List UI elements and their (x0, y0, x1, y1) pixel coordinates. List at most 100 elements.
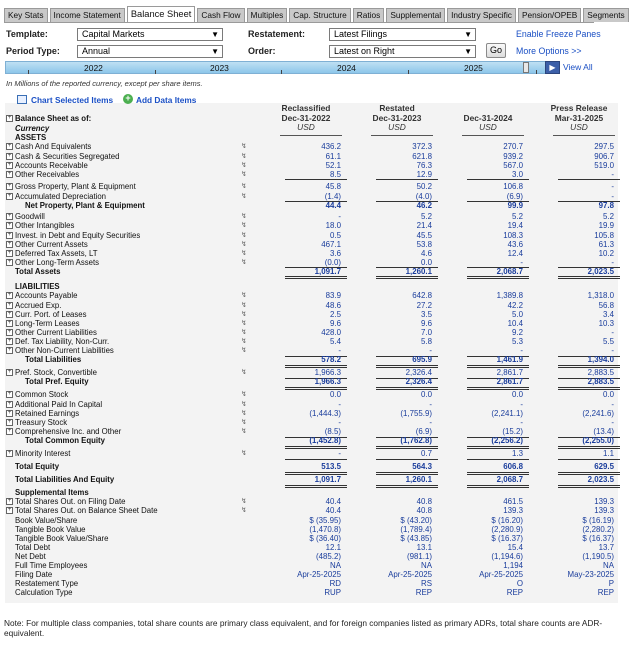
table-row[interactable]: Book Value/Share $ (35.95) $ (43.20) $ (16.… (5, 516, 618, 525)
expand-icon[interactable]: + (6, 418, 13, 426)
table-row[interactable]: + Total Shares Out. on Balance Sheet Date… (5, 506, 618, 515)
table-row[interactable]: + Accounts Receivable ↯ 52.1 76.3 567.0 519.0 (5, 161, 618, 170)
chart-toggle-icon[interactable]: ↯ (241, 213, 247, 220)
expand-icon[interactable]: + (6, 258, 13, 266)
expand-icon[interactable]: + (6, 498, 13, 505)
table-row[interactable]: + Def. Tax Liability, Non-Curr. ↯ 5.4 5.8 5.3… (5, 337, 618, 346)
expand-icon[interactable]: + (6, 249, 13, 257)
tab-pension-opeb[interactable]: Pension/OPEB (517, 8, 582, 22)
chart-toggle-icon[interactable]: ↯ (241, 391, 247, 398)
column-header[interactable]: Reclassified Dec-31-2022 USD (266, 103, 346, 133)
table-row[interactable]: + Other Receivables ↯ 8.5 12.9 3.0 - (5, 170, 618, 179)
expand-icon[interactable]: + (6, 428, 13, 435)
chart-toggle-icon[interactable]: ↯ (241, 258, 247, 266)
expand-icon[interactable]: + (6, 507, 13, 514)
column-header[interactable]: Dec-31-2024 USD (448, 104, 528, 133)
table-row[interactable]: + Comprehensive Inc. and Other ↯ (8.5) (6.9)… (5, 427, 618, 436)
chart-icon[interactable] (17, 95, 27, 104)
table-row[interactable]: + Other Non-Current Liabilities ↯ - - - - (5, 346, 618, 355)
table-row[interactable]: + Other Long-Term Assets ↯ (0.0) 0.0 - - (5, 258, 618, 267)
expand-icon[interactable]: + (6, 152, 13, 160)
table-row[interactable]: + Other Intangibles ↯ 18.0 21.4 19.4 19.9 (5, 221, 618, 230)
expand-icon[interactable]: + (6, 400, 13, 408)
total-row[interactable]: Total Equity 513.5 564.3 606.8 629.5 (5, 462, 618, 471)
table-row[interactable]: + Curr. Port. of Leases ↯ 2.5 3.5 5.0 3.4 (5, 310, 618, 319)
chart-toggle-icon[interactable]: ↯ (241, 192, 247, 200)
timeline-slider[interactable]: 2022 2023 2024 2025 (5, 61, 546, 74)
tab-balance-sheet[interactable]: Balance Sheet (126, 6, 196, 23)
table-row[interactable]: + Deferred Tax Assets, LT ↯ 3.6 4.6 12.4 10.2 (5, 249, 618, 258)
expand-icon[interactable]: + (6, 143, 13, 150)
expand-icon[interactable]: + (6, 192, 13, 200)
chart-toggle-icon[interactable]: ↯ (241, 400, 247, 408)
table-row[interactable]: + Accounts Payable ↯ 83.9 642.8 1,389.8 1,318.… (5, 291, 618, 300)
table-row[interactable]: + Invest. in Debt and Equity Securities ↯ 0… (5, 231, 618, 240)
table-row[interactable]: + Cash & Securities Segregated ↯ 61.1 621.8 9… (5, 152, 618, 161)
chart-toggle-icon[interactable]: ↯ (241, 328, 247, 336)
total-row[interactable]: Total Liabilities And Equity 1,091.7 1,260… (5, 475, 618, 484)
table-row[interactable]: + Additional Paid In Capital ↯ - - - - (5, 400, 618, 409)
total-row[interactable]: Net Property, Plant & Equipment 44.4 46.2 9… (5, 201, 618, 210)
chart-toggle-icon[interactable]: ↯ (241, 337, 247, 345)
tab-segments[interactable]: Segments (583, 8, 629, 22)
table-row[interactable]: Tangible Book Value/Share $ (36.40) $ (43.… (5, 534, 618, 543)
expand-icon[interactable]: + (6, 310, 13, 318)
chart-toggle-icon[interactable]: ↯ (241, 319, 247, 327)
table-row[interactable]: + Gross Property, Plant & Equipment ↯ 45.8 5… (5, 182, 618, 191)
chart-toggle-icon[interactable]: ↯ (241, 143, 247, 150)
table-row[interactable]: Filing Date Apr-25-2025 Apr-25-2025 Apr-25-… (5, 570, 618, 579)
freeze-panes-link[interactable]: Enable Freeze Panes (516, 29, 601, 39)
table-row[interactable]: + Pref. Stock, Convertible ↯ 1,966.3 2,326.4… (5, 368, 618, 377)
table-row[interactable]: + Common Stock ↯ 0.0 0.0 0.0 0.0 (5, 390, 618, 399)
chart-toggle-icon[interactable]: ↯ (241, 170, 247, 178)
add-icon[interactable]: + (123, 94, 133, 104)
total-row[interactable]: Total Assets 1,091.7 1,260.1 2,068.7 2,023.5 (5, 267, 618, 276)
view-all-link[interactable]: View All (563, 62, 593, 72)
tab-cash-flow[interactable]: Cash Flow (197, 8, 245, 22)
chart-toggle-icon[interactable]: ↯ (241, 418, 247, 426)
table-row[interactable]: + Cash And Equivalents ↯ 436.2 372.3 270.7 297… (5, 142, 618, 151)
table-row[interactable]: Tangible Book Value (1,470.8) (1,789.4) (2,… (5, 525, 618, 534)
expand-icon[interactable]: + (6, 369, 13, 376)
expand-icon[interactable]: + (6, 450, 13, 457)
chart-toggle-icon[interactable]: ↯ (241, 310, 247, 318)
table-row[interactable]: + Long-Term Leases ↯ 9.6 9.6 10.4 10.3 (5, 319, 618, 328)
chart-toggle-icon[interactable]: ↯ (241, 428, 247, 435)
tab-ratios[interactable]: Ratios (352, 8, 385, 22)
total-row[interactable]: Total Liabilities 578.2 695.9 1,461.9 1,394.… (5, 355, 618, 364)
expand-icon[interactable]: + (6, 319, 13, 327)
expand-icon[interactable]: + (6, 170, 13, 178)
table-row[interactable]: + Total Shares Out. on Filing Date ↯ 40.4 40… (5, 497, 618, 506)
tab-cap-structure[interactable]: Cap. Structure (289, 8, 351, 22)
chart-toggle-icon[interactable]: ↯ (241, 240, 247, 248)
template-select[interactable]: Capital Markets ▼ (77, 28, 223, 41)
table-row[interactable]: + Goodwill ↯ - 5.2 5.2 5.2 (5, 212, 618, 221)
expand-icon[interactable]: + (6, 222, 13, 229)
chart-toggle-icon[interactable]: ↯ (241, 292, 247, 299)
expand-icon[interactable]: + (6, 161, 13, 169)
total-row[interactable]: Total Pref. Equity 1,966.3 2,326.4 2,861.7 2… (5, 377, 618, 386)
chart-toggle-icon[interactable]: ↯ (241, 222, 247, 229)
tab-industry-specific[interactable]: Industry Specific (447, 8, 516, 22)
table-row[interactable]: + Other Current Liabilities ↯ 428.0 7.0 9.2 - (5, 328, 618, 337)
table-row[interactable]: + Accrued Exp. ↯ 48.6 27.2 42.2 56.8 (5, 301, 618, 310)
add-data-items-link[interactable]: Add Data Items (136, 95, 197, 105)
restatement-select[interactable]: Latest Filings ▼ (329, 28, 476, 41)
table-row[interactable]: Total Debt 12.1 13.1 15.4 13.7 (5, 543, 618, 552)
chart-toggle-icon[interactable]: ↯ (241, 183, 247, 190)
expand-icon[interactable]: + (6, 213, 13, 220)
table-row[interactable]: + Other Current Assets ↯ 467.1 53.8 43.6 61.3 (5, 240, 618, 249)
chart-toggle-icon[interactable]: ↯ (241, 152, 247, 160)
expand-icon[interactable]: + (6, 409, 13, 417)
column-header[interactable]: Press Release Mar-31-2025 USD (539, 103, 619, 133)
table-row[interactable]: + Minority Interest ↯ - 0.7 1.3 1.1 (5, 449, 618, 458)
tab-multiples[interactable]: Multiples (246, 8, 288, 22)
chart-toggle-icon[interactable]: ↯ (241, 301, 247, 309)
expand-icon[interactable]: + (6, 115, 13, 122)
tab-income-statement[interactable]: Income Statement (49, 8, 125, 22)
chart-toggle-icon[interactable]: ↯ (241, 161, 247, 169)
chart-toggle-icon[interactable]: ↯ (241, 409, 247, 417)
column-header[interactable]: Restated Dec-31-2023 USD (357, 103, 437, 133)
table-row[interactable]: Full Time Employees NA NA 1,194 NA (5, 561, 618, 570)
chart-toggle-icon[interactable]: ↯ (241, 249, 247, 257)
